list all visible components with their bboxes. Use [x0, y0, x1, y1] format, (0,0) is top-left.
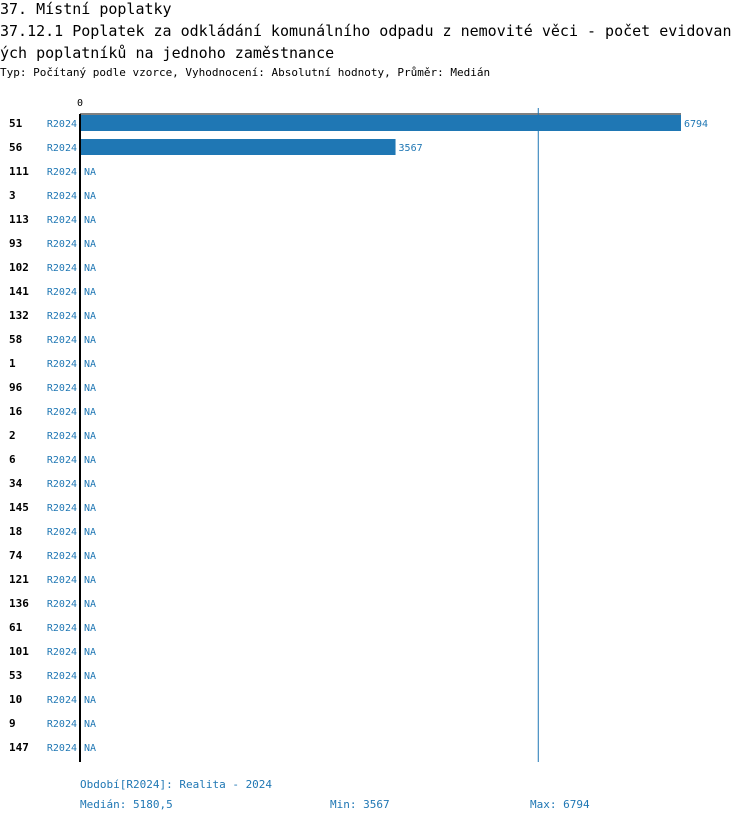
- category-label: 111: [9, 165, 29, 178]
- period-label: R2024: [47, 119, 77, 130]
- category-label: 121: [9, 573, 29, 586]
- na-label: NA: [84, 167, 96, 178]
- category-label: 3: [9, 189, 16, 202]
- period-label: R2024: [47, 551, 77, 562]
- category-label: 96: [9, 381, 23, 394]
- category-label: 34: [9, 477, 23, 490]
- period-legend: Období[R2024]: Realita - 2024: [80, 778, 273, 791]
- category-label: 102: [9, 261, 29, 274]
- period-label: R2024: [47, 407, 77, 418]
- na-label: NA: [84, 263, 96, 274]
- period-label: R2024: [47, 143, 77, 154]
- na-label: NA: [84, 407, 96, 418]
- period-label: R2024: [47, 287, 77, 298]
- category-label: 147: [9, 741, 29, 754]
- bar: [80, 115, 681, 131]
- na-label: NA: [84, 623, 96, 634]
- category-label: 6: [9, 453, 16, 466]
- period-label: R2024: [47, 455, 77, 466]
- period-label: R2024: [47, 263, 77, 274]
- category-label: 58: [9, 333, 22, 346]
- na-label: NA: [84, 647, 96, 658]
- chart-subtitle: Typ: Počítaný podle vzorce, Vyhodnocení:…: [0, 66, 491, 79]
- period-label: R2024: [47, 311, 77, 322]
- category-label: 9: [9, 717, 16, 730]
- period-label: R2024: [47, 575, 77, 586]
- category-label: 61: [9, 621, 23, 634]
- category-label: 141: [9, 285, 29, 298]
- na-label: NA: [84, 599, 96, 610]
- na-label: NA: [84, 503, 96, 514]
- period-label: R2024: [47, 431, 77, 442]
- max-stat: Max: 6794: [530, 798, 590, 811]
- period-label: R2024: [47, 191, 77, 202]
- period-label: R2024: [47, 743, 77, 754]
- category-label: 93: [9, 237, 22, 250]
- na-label: NA: [84, 359, 96, 370]
- period-label: R2024: [47, 527, 77, 538]
- na-label: NA: [84, 215, 96, 226]
- na-label: NA: [84, 455, 96, 466]
- category-label: 56: [9, 141, 23, 154]
- period-label: R2024: [47, 599, 77, 610]
- period-label: R2024: [47, 359, 77, 370]
- category-label: 101: [9, 645, 29, 658]
- category-label: 1: [9, 357, 16, 370]
- na-label: NA: [84, 671, 96, 682]
- category-label: 10: [9, 693, 22, 706]
- na-label: NA: [84, 191, 96, 202]
- data-label: 3567: [399, 143, 423, 154]
- na-label: NA: [84, 551, 96, 562]
- category-label: 145: [9, 501, 29, 514]
- period-label: R2024: [47, 167, 77, 178]
- period-label: R2024: [47, 479, 77, 490]
- x-tick-label: 0: [77, 98, 83, 109]
- period-label: R2024: [47, 335, 77, 346]
- na-label: NA: [84, 383, 96, 394]
- na-label: NA: [84, 311, 96, 322]
- na-label: NA: [84, 239, 96, 250]
- na-label: NA: [84, 695, 96, 706]
- period-label: R2024: [47, 647, 77, 658]
- indicator-title: 37.12.1 Poplatek za odkládání komunálníh…: [0, 22, 732, 62]
- na-label: NA: [84, 719, 96, 730]
- min-stat: Min: 3567: [330, 798, 390, 811]
- na-label: NA: [84, 575, 96, 586]
- na-label: NA: [84, 287, 96, 298]
- section-title: 37. Místní poplatky: [0, 0, 172, 18]
- period-label: R2024: [47, 695, 77, 706]
- category-label: 16: [9, 405, 23, 418]
- period-label: R2024: [47, 239, 77, 250]
- na-label: NA: [84, 335, 96, 346]
- na-label: NA: [84, 479, 96, 490]
- period-label: R2024: [47, 383, 77, 394]
- data-label: 6794: [684, 119, 708, 130]
- category-label: 136: [9, 597, 29, 610]
- period-label: R2024: [47, 719, 77, 730]
- na-label: NA: [84, 527, 96, 538]
- category-label: 113: [9, 213, 29, 226]
- period-label: R2024: [47, 623, 77, 634]
- category-label: 74: [9, 549, 23, 562]
- median-stat: Medián: 5180,5: [80, 798, 173, 811]
- category-label: 132: [9, 309, 29, 322]
- category-label: 18: [9, 525, 22, 538]
- category-label: 2: [9, 429, 16, 442]
- na-label: NA: [84, 431, 96, 442]
- period-label: R2024: [47, 215, 77, 226]
- na-label: NA: [84, 743, 96, 754]
- period-label: R2024: [47, 503, 77, 514]
- category-label: 53: [9, 669, 22, 682]
- bar: [80, 139, 396, 155]
- period-label: R2024: [47, 671, 77, 682]
- category-label: 51: [9, 117, 23, 130]
